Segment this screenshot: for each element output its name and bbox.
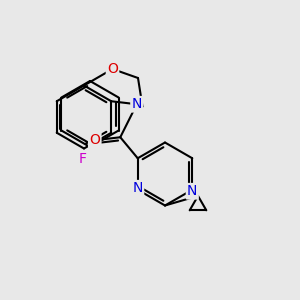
Text: N: N (187, 184, 197, 198)
Text: O: O (89, 133, 100, 147)
Text: O: O (107, 62, 118, 76)
Text: N: N (133, 181, 143, 195)
Text: N: N (132, 97, 142, 111)
Text: F: F (79, 152, 86, 166)
